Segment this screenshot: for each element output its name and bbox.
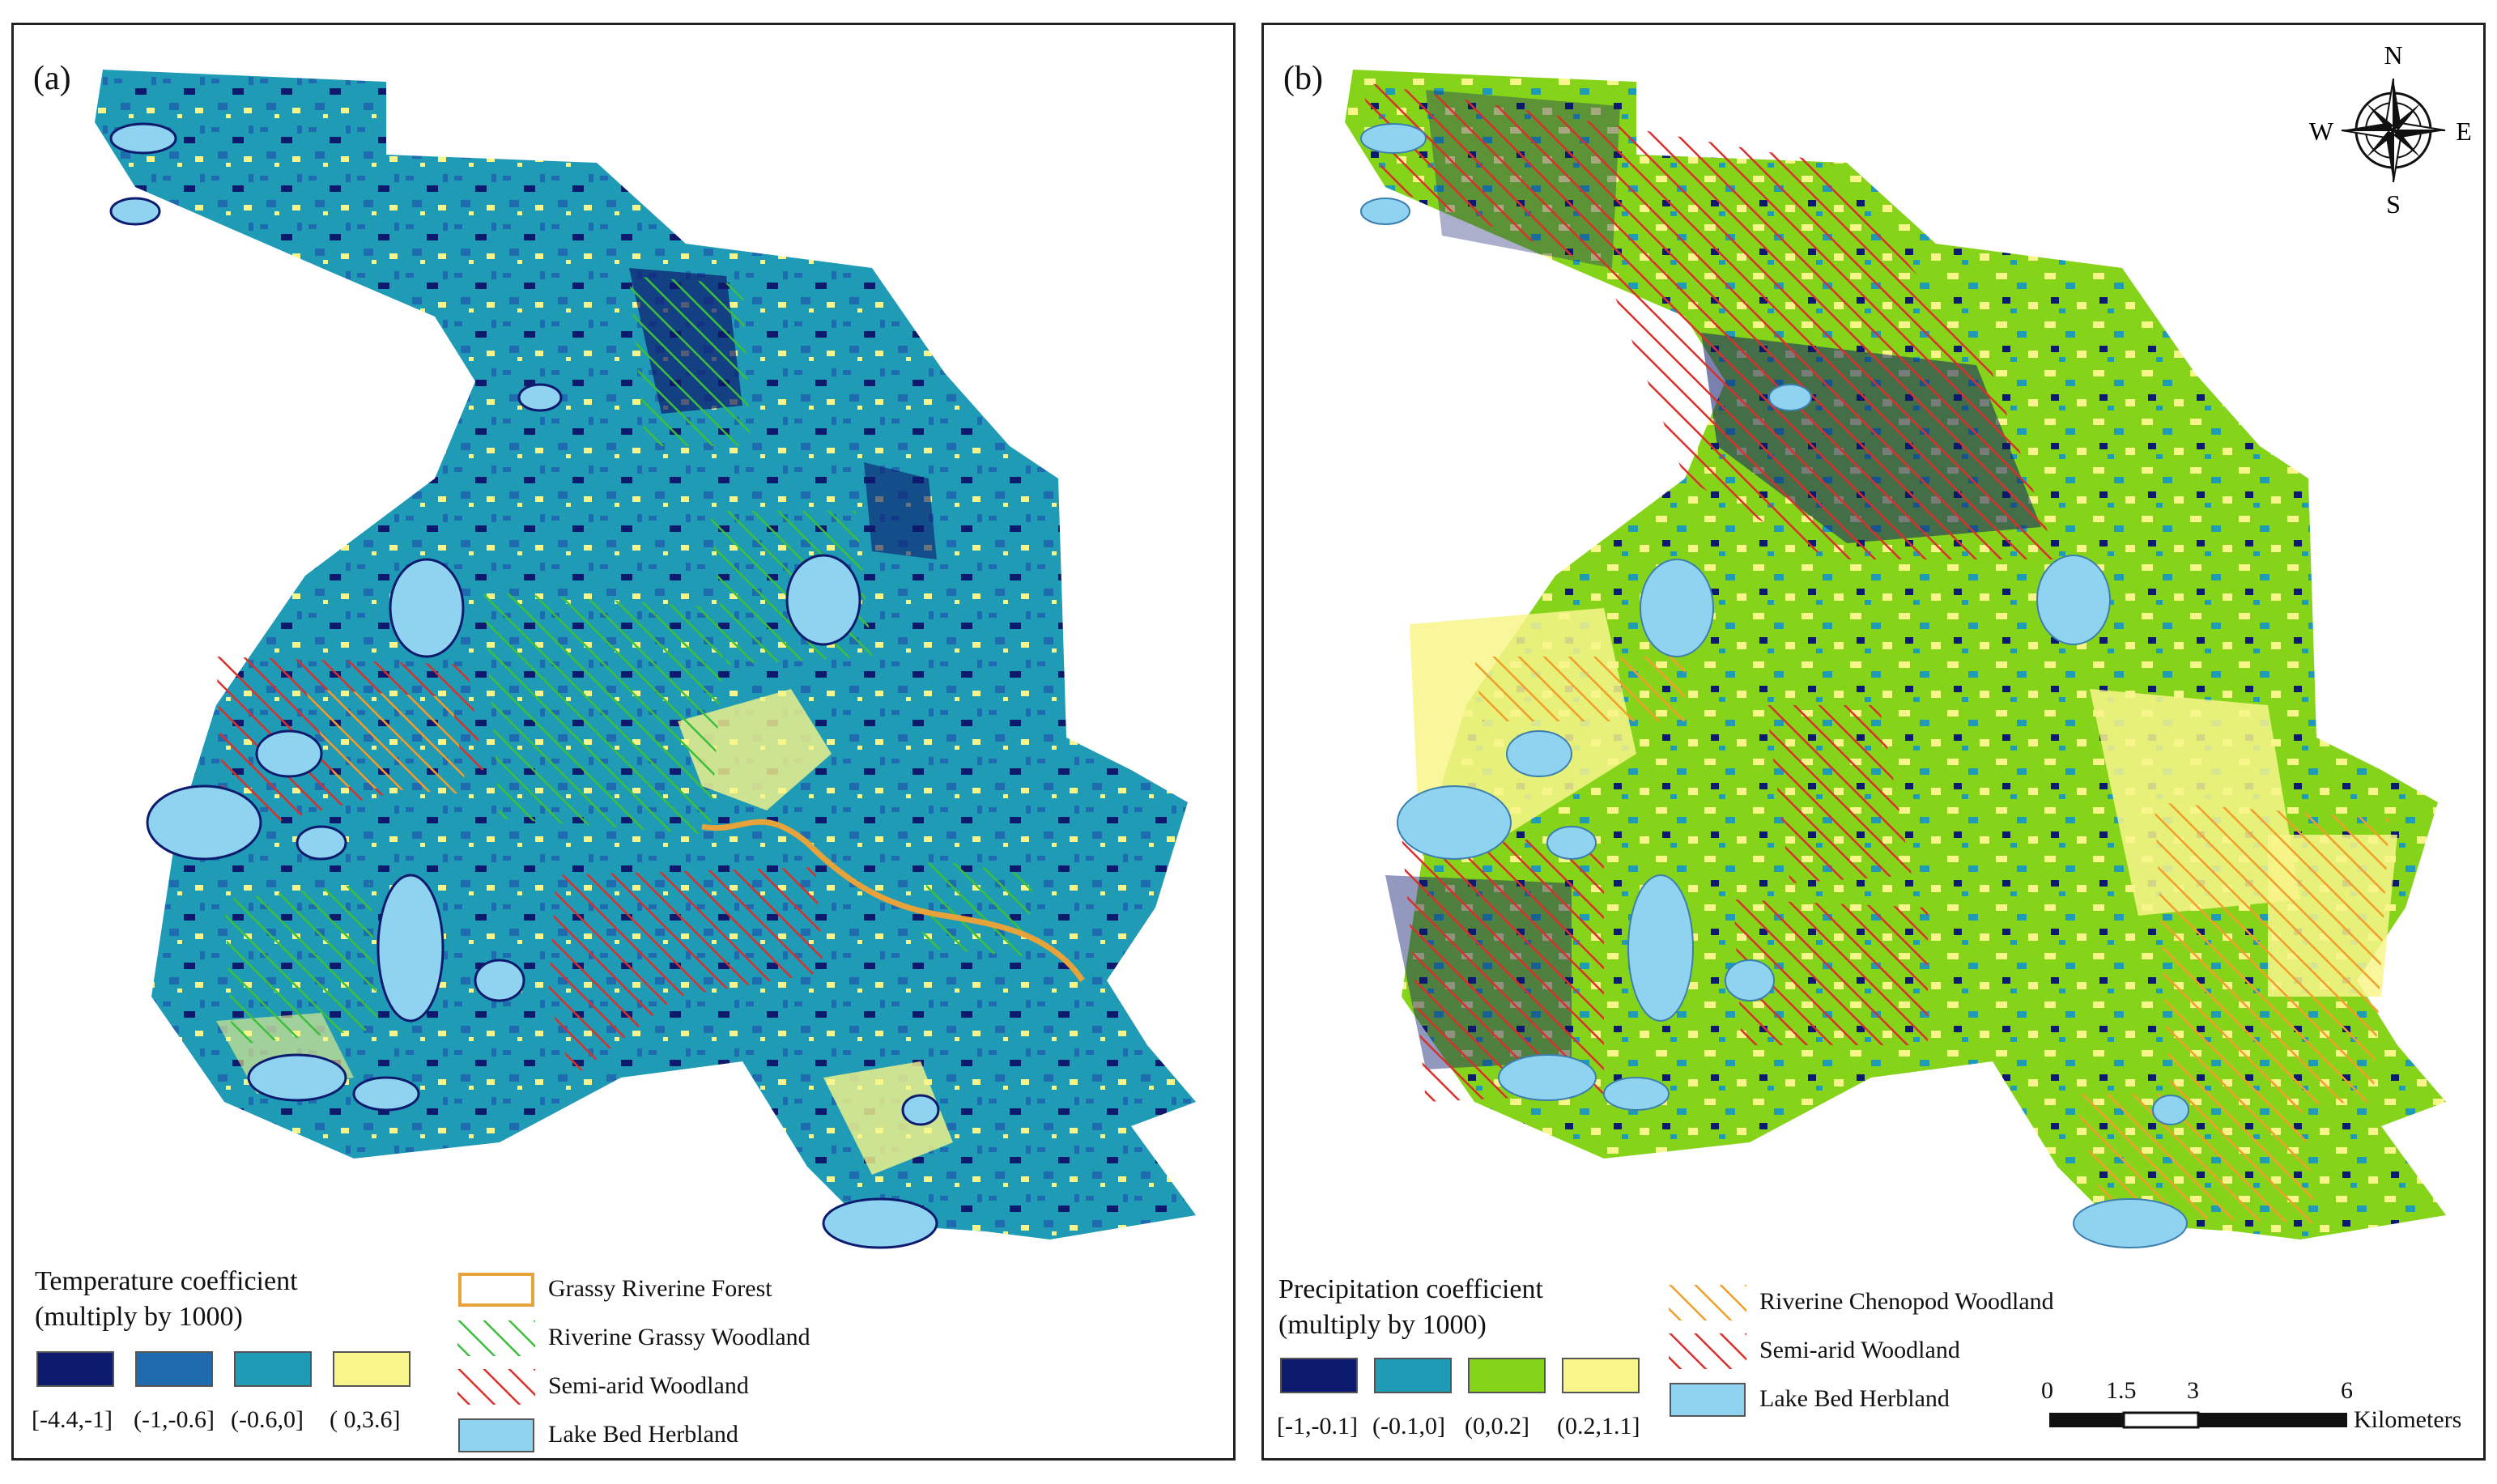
outline-swatch bbox=[458, 1273, 534, 1307]
panel-a-label: (a) bbox=[33, 60, 71, 97]
temperature-legend-title-line1: Temperature coefficient bbox=[35, 1266, 298, 1296]
legend-label: Grassy Riverine Forest bbox=[548, 1275, 772, 1302]
legend-label: Riverine Grassy Woodland bbox=[548, 1324, 810, 1350]
precipitation-class-swatch bbox=[1562, 1358, 1640, 1393]
scale-unit-label: Kilometers bbox=[2354, 1406, 2462, 1433]
scale-tick-label: 0 bbox=[2041, 1377, 2053, 1404]
green-hatch-swatch bbox=[457, 1320, 535, 1356]
legend-label: Lake Bed Herbland bbox=[1759, 1385, 1950, 1412]
scale-tick-label: 6 bbox=[2341, 1377, 2353, 1404]
legend-label: Riverine Chenopod Woodland bbox=[1759, 1288, 2054, 1315]
compass-w: W bbox=[2309, 117, 2334, 146]
legend-label: Semi-arid Woodland bbox=[548, 1372, 749, 1399]
temperature-legend-title: Temperature coefficient (multiply by 100… bbox=[35, 1264, 298, 1335]
temperature-class-swatch bbox=[135, 1351, 213, 1387]
lake-swatch bbox=[458, 1418, 534, 1452]
compass-s: S bbox=[2386, 189, 2401, 219]
scale-tick-label: 1.5 bbox=[2106, 1377, 2137, 1404]
red-hatch-swatch bbox=[1669, 1333, 1746, 1369]
temperature-map-canvas bbox=[95, 70, 1196, 1249]
legend-label: Semi-arid Woodland bbox=[1759, 1337, 1960, 1363]
precipitation-legend-title: Precipitation coefficient (multiply by 1… bbox=[1278, 1272, 1543, 1343]
precipitation-class-label: [-1,-0.1] bbox=[1277, 1413, 1358, 1439]
temperature-class-label: (-0.6,0] bbox=[231, 1406, 304, 1433]
precipitation-legend-title-line1: Precipitation coefficient bbox=[1278, 1274, 1543, 1304]
precipitation-class-swatch bbox=[1468, 1358, 1546, 1393]
precipitation-map-canvas: N S E W bbox=[1345, 40, 2472, 1248]
compass-e: E bbox=[2456, 117, 2472, 146]
temperature-class-label: (-1,-0.6] bbox=[134, 1406, 215, 1433]
orange-hatch-swatch bbox=[1669, 1285, 1746, 1320]
scale-bar bbox=[2049, 1411, 2347, 1429]
temperature-class-label: ( 0,3.6] bbox=[330, 1406, 401, 1433]
precipitation-class-label: (-0.1,0] bbox=[1372, 1413, 1445, 1439]
precipitation-class-swatch bbox=[1280, 1358, 1358, 1393]
compass-n: N bbox=[2384, 40, 2402, 70]
scale-tick-label: 3 bbox=[2187, 1377, 2199, 1404]
panel-a-temperature-map: (a) Temperature coefficient (multiply by… bbox=[11, 23, 1236, 1461]
precipitation-legend-title-line2: (multiply by 1000) bbox=[1278, 1310, 1487, 1340]
lake-swatch bbox=[1670, 1383, 1746, 1417]
legend-label: Lake Bed Herbland bbox=[548, 1421, 738, 1448]
panel-b-precipitation-map: N S E W (b) Precipitation coefficient (m… bbox=[1261, 23, 2486, 1461]
red-hatch-swatch bbox=[457, 1369, 535, 1405]
temperature-legend-title-line2: (multiply by 1000) bbox=[35, 1302, 243, 1332]
precipitation-class-swatch bbox=[1374, 1358, 1452, 1393]
temperature-class-label: [-4.4,-1] bbox=[32, 1406, 113, 1433]
temperature-class-swatch bbox=[234, 1351, 312, 1387]
north-arrow-icon bbox=[2341, 78, 2446, 183]
precipitation-class-label: (0.2,1.1] bbox=[1557, 1413, 1640, 1439]
temperature-class-swatch bbox=[36, 1351, 114, 1387]
temperature-class-swatch bbox=[333, 1351, 410, 1387]
precipitation-class-label: (0,0.2] bbox=[1465, 1413, 1529, 1439]
panel-b-label: (b) bbox=[1283, 60, 1323, 97]
